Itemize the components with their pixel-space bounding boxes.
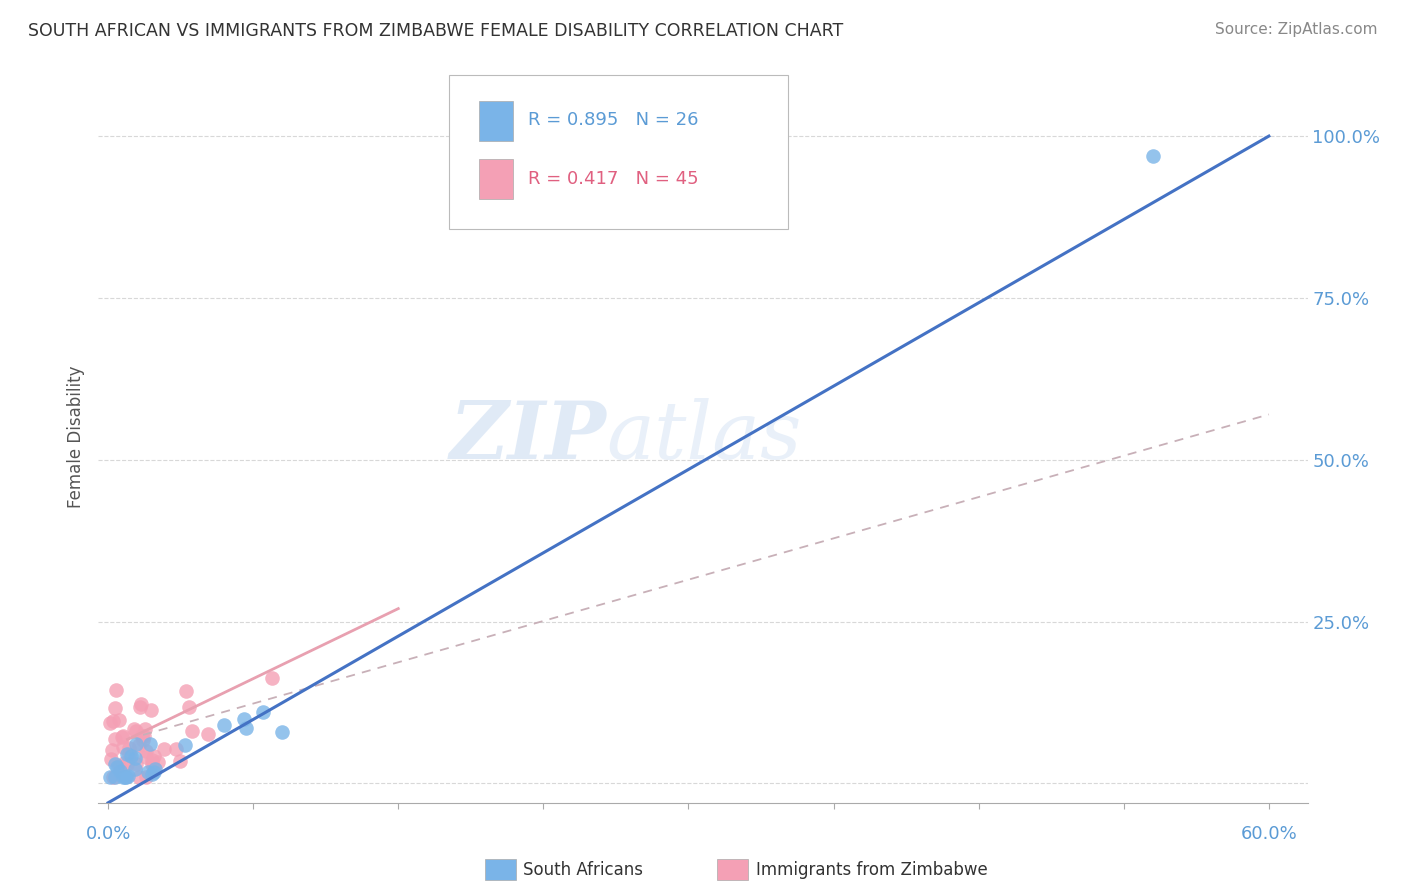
Point xyxy=(141,757,163,772)
Point xyxy=(105,759,128,773)
Text: ZIP: ZIP xyxy=(450,399,606,475)
Point xyxy=(120,749,142,764)
Point xyxy=(103,700,125,714)
Point xyxy=(143,762,166,776)
Point xyxy=(125,723,148,738)
Bar xyxy=(479,159,513,200)
Point xyxy=(118,747,141,761)
Point xyxy=(177,700,200,714)
Point xyxy=(131,730,153,744)
Text: atlas: atlas xyxy=(606,399,801,475)
Point xyxy=(132,729,155,743)
Point xyxy=(139,703,162,717)
Point xyxy=(111,729,134,743)
Point xyxy=(142,761,165,775)
Point xyxy=(138,737,160,751)
Point xyxy=(141,767,163,781)
Point xyxy=(101,714,124,728)
Point xyxy=(232,712,254,726)
Point xyxy=(111,730,134,744)
Point xyxy=(132,732,155,747)
Point xyxy=(108,759,131,773)
Point xyxy=(180,723,202,738)
Point xyxy=(135,750,157,764)
Bar xyxy=(479,101,513,141)
Text: 60.0%: 60.0% xyxy=(1240,825,1298,844)
Point xyxy=(165,741,187,756)
Text: R = 0.895   N = 26: R = 0.895 N = 26 xyxy=(527,112,699,129)
Point xyxy=(98,770,121,784)
Point xyxy=(104,757,127,772)
Point xyxy=(135,770,157,784)
Point xyxy=(128,699,150,714)
Point xyxy=(111,739,134,754)
Text: SOUTH AFRICAN VS IMMIGRANTS FROM ZIMBABWE FEMALE DISABILITY CORRELATION CHART: SOUTH AFRICAN VS IMMIGRANTS FROM ZIMBABW… xyxy=(28,22,844,40)
Point xyxy=(125,756,148,771)
Point xyxy=(104,770,127,784)
Point xyxy=(134,722,156,736)
Text: Immigrants from Zimbabwe: Immigrants from Zimbabwe xyxy=(756,861,988,879)
Point xyxy=(114,770,136,784)
Point xyxy=(143,749,166,764)
Y-axis label: Female Disability: Female Disability xyxy=(67,366,86,508)
Point xyxy=(117,747,139,761)
Point xyxy=(197,727,219,741)
Point xyxy=(111,770,134,784)
Point xyxy=(104,732,127,747)
Point xyxy=(105,683,128,698)
Point xyxy=(262,671,284,685)
Text: 0.0%: 0.0% xyxy=(86,825,131,844)
Point xyxy=(101,743,124,757)
FancyBboxPatch shape xyxy=(449,75,787,228)
Point xyxy=(235,721,257,735)
Point xyxy=(108,764,131,778)
Point xyxy=(118,740,141,755)
Point xyxy=(136,764,159,779)
Point xyxy=(129,697,152,711)
Point xyxy=(141,753,163,767)
Point xyxy=(124,762,146,776)
Point xyxy=(122,723,145,737)
Point xyxy=(114,770,136,784)
Point xyxy=(174,684,197,698)
Point xyxy=(125,737,148,751)
Point xyxy=(252,705,274,719)
Point xyxy=(169,754,191,768)
Point xyxy=(153,742,176,756)
Point xyxy=(212,718,235,732)
Point xyxy=(100,752,122,766)
Point xyxy=(135,744,157,758)
Point xyxy=(117,769,139,783)
Point xyxy=(115,757,138,772)
Point xyxy=(124,750,146,764)
Point xyxy=(128,738,150,752)
Point xyxy=(112,756,135,771)
Point xyxy=(101,770,124,784)
Point xyxy=(108,713,131,727)
Text: South Africans: South Africans xyxy=(523,861,643,879)
Text: R = 0.417   N = 45: R = 0.417 N = 45 xyxy=(527,169,699,188)
Point xyxy=(142,765,165,780)
Point xyxy=(271,724,294,739)
Point xyxy=(174,738,197,752)
Point xyxy=(1142,148,1164,162)
Point xyxy=(98,716,121,731)
Text: Source: ZipAtlas.com: Source: ZipAtlas.com xyxy=(1215,22,1378,37)
Point xyxy=(128,770,150,784)
Point xyxy=(146,755,169,769)
